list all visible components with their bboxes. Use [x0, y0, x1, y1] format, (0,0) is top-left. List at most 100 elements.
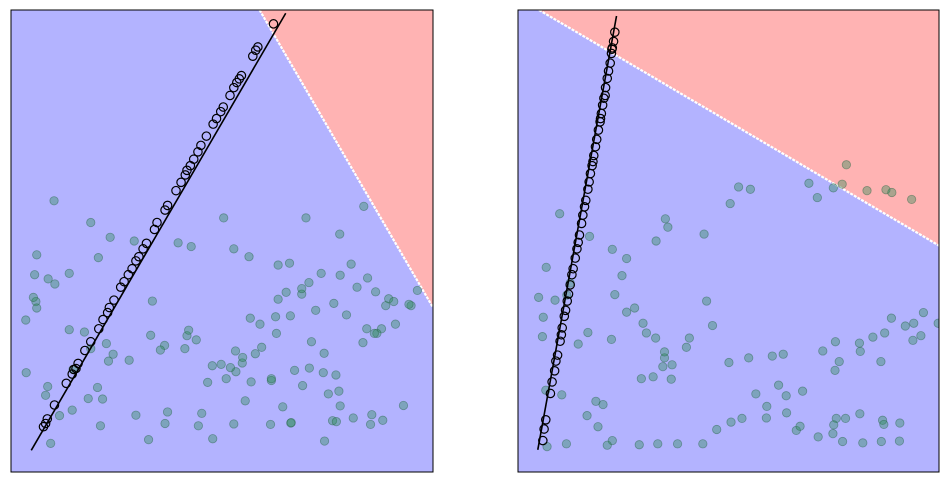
scatter-point [781, 391, 791, 401]
scatter-point [384, 294, 394, 304]
scatter-point [219, 213, 229, 223]
scatter-point [598, 399, 608, 410]
scatter-point [795, 421, 805, 431]
line-point [602, 73, 613, 84]
scatter-point [862, 186, 872, 196]
scatter-point [54, 411, 65, 421]
scatter-point [537, 332, 548, 342]
scatter-point [348, 413, 358, 423]
scatter-point [46, 438, 56, 448]
scatter-point [216, 359, 226, 369]
scatter-point [83, 393, 93, 404]
scatter-point [841, 160, 851, 170]
scatter-point [583, 327, 593, 338]
scatter-point [702, 296, 712, 306]
plot-area [518, 10, 939, 472]
scatter-point [327, 416, 338, 426]
scatter-point [726, 417, 736, 427]
line-point [579, 202, 590, 212]
line-point [208, 119, 218, 129]
scatter-point [304, 277, 314, 288]
scatter-point [28, 292, 38, 302]
scatter-point [606, 334, 617, 345]
scatter-point [684, 333, 694, 343]
scatter-point [707, 320, 718, 331]
scatter-point [607, 244, 617, 254]
scatter-point [712, 424, 722, 435]
line-point [568, 263, 578, 274]
scatter-point [538, 312, 548, 322]
scatter-point [41, 390, 51, 400]
scatter-point [724, 357, 734, 368]
scatter-point [880, 328, 890, 338]
scatter-point [331, 370, 341, 380]
scatter-point [582, 411, 592, 421]
scatter-point [398, 400, 409, 411]
line-point [134, 251, 144, 262]
scatter-point [584, 231, 595, 241]
scatter-point [390, 319, 401, 329]
scatter-point [273, 260, 283, 270]
scatter-point [909, 318, 919, 328]
axes-frame [10, 9, 434, 473]
scatter-point [352, 282, 362, 292]
scatter-point [266, 375, 276, 386]
axes-frame [517, 9, 940, 473]
line-point [587, 160, 597, 171]
line-point [539, 424, 549, 434]
scatter-point [933, 318, 939, 328]
line-point [574, 230, 585, 240]
line-point [171, 185, 181, 196]
scatter-point [767, 351, 777, 361]
scatter-point [95, 421, 106, 431]
scatter-point [257, 342, 267, 352]
scatter-point [561, 439, 572, 449]
scatter-point [319, 348, 329, 358]
line-point [180, 170, 191, 180]
scatter-point [318, 368, 328, 378]
line-point [49, 400, 60, 410]
line-point [268, 19, 279, 29]
scatter-point [43, 381, 53, 392]
scatter-point [255, 319, 265, 329]
scatter-point [894, 436, 905, 446]
scatter-point [362, 324, 372, 334]
scatter-point [301, 213, 311, 223]
scatter-point [672, 439, 683, 449]
scatter-point [97, 394, 108, 404]
line-point [104, 302, 115, 313]
scatter-point [381, 301, 391, 311]
scatter-point [372, 328, 382, 338]
scatter-point [737, 413, 747, 424]
scatter-point [840, 413, 851, 424]
scatter-point [636, 374, 646, 384]
scatter-point [105, 232, 115, 242]
line-point [610, 27, 620, 37]
scatter-point [101, 338, 111, 349]
scatter-point [271, 328, 282, 338]
scatter-point [651, 333, 661, 343]
scatter-point [297, 283, 307, 294]
line-point [149, 224, 160, 235]
scatter-point [182, 331, 192, 341]
scatter-point [555, 209, 565, 219]
line-point [127, 263, 137, 274]
scatter-point [147, 296, 157, 306]
scatter-point [316, 268, 326, 278]
line-point [160, 205, 170, 215]
scatter-point [64, 268, 74, 278]
scatter-point [186, 241, 196, 252]
scatter-point [406, 301, 416, 311]
scatter-point [404, 299, 414, 309]
scatter-point [751, 389, 761, 399]
scatter-point [346, 259, 356, 269]
line-point [583, 184, 593, 195]
scatter-point [365, 419, 376, 430]
line-point [555, 336, 565, 347]
scatter-point [369, 328, 379, 338]
scatter-point [108, 349, 118, 359]
scatter-point [698, 439, 708, 449]
scatter-point [745, 184, 755, 194]
scatter-point [207, 361, 217, 371]
